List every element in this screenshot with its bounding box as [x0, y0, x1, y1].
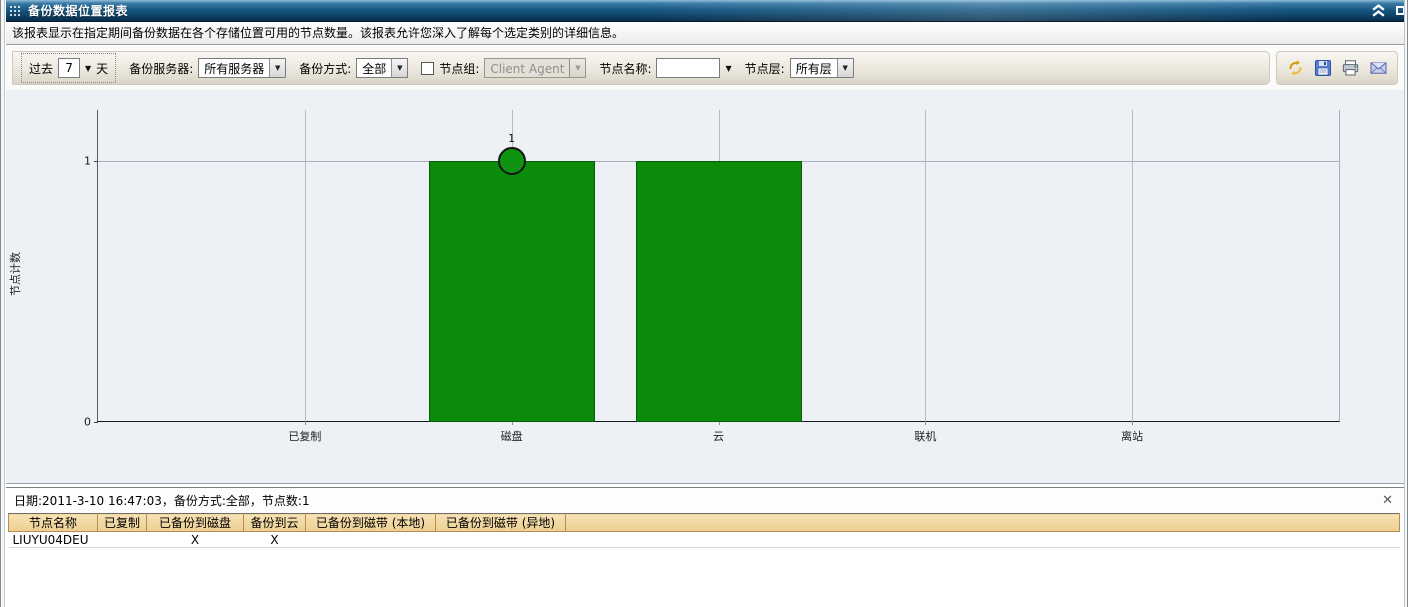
backup-method-label: 备份方式:	[299, 61, 352, 76]
days-label: 天	[96, 61, 109, 76]
toolbar-action-icons	[1276, 51, 1398, 85]
backup-server-label: 备份服务器:	[129, 61, 194, 76]
past-days-group: 过去 7 ▼ 天	[21, 53, 117, 83]
chart-bar[interactable]	[635, 161, 802, 422]
backup-server-value: 所有服务器	[204, 62, 265, 76]
category-gridline	[1132, 110, 1134, 421]
node-tier-group: 节点层: 所有层 ▼	[745, 58, 854, 78]
category-gridline	[925, 110, 927, 421]
y-axis-tick	[94, 161, 98, 162]
collapse-panel-icon[interactable]	[1371, 4, 1386, 17]
chevron-down-icon[interactable]: ▼	[85, 63, 92, 73]
backup-method-group: 备份方式: 全部 ▼	[299, 58, 409, 78]
node-tier-value: 所有层	[795, 62, 832, 76]
x-axis-category-label[interactable]: 离站	[1121, 430, 1144, 443]
drag-grip-icon[interactable]	[9, 5, 20, 16]
past-label: 过去	[29, 61, 54, 76]
y-axis-tick-label: 0	[84, 415, 91, 429]
y-axis-tick-label: 1	[84, 154, 91, 168]
x-axis-tick	[511, 421, 513, 425]
x-axis-category-label[interactable]: 云	[713, 430, 724, 443]
x-axis-tick	[1132, 421, 1134, 425]
table-cell	[97, 531, 147, 548]
detail-panel: 日期:2011-3-10 16:47:03，备份方式:全部，节点数:1 ✕ 节点…	[6, 487, 1404, 607]
close-icon[interactable]: ✕	[1382, 493, 1393, 508]
past-days-value[interactable]: 7	[58, 58, 81, 78]
window-titlebar: 备份数据位置报表	[1, 0, 1407, 22]
detail-table-body: LIUYU04DEU X X	[8, 531, 1400, 548]
y-axis-label: 节点计数	[9, 252, 22, 296]
node-name-label: 节点名称:	[599, 61, 652, 76]
toolbar-row: 过去 7 ▼ 天 备份服务器: 所有服务器 ▼ 备份方式: 全部 ▼	[6, 46, 1404, 90]
window-title: 备份数据位置报表	[28, 4, 129, 18]
save-icon[interactable]	[1314, 59, 1332, 77]
column-header[interactable]: 备份到云	[243, 513, 306, 532]
backup-server-group: 备份服务器: 所有服务器 ▼	[129, 58, 287, 78]
detail-table: 节点名称 已复制 已备份到磁盘 备份到云 已备份到磁带 (本地) 已备份到磁带 (异地) …	[8, 513, 1400, 548]
chevron-down-icon[interactable]: ▼	[725, 63, 732, 73]
table-cell	[305, 531, 436, 548]
plot-area: 已复制 磁盘 云 联机 离站 0 1 1	[84, 110, 1340, 443]
x-axis-tick	[925, 421, 927, 425]
selected-point-marker[interactable]	[497, 147, 526, 175]
node-tier-label: 节点层:	[744, 61, 785, 76]
x-axis-category-label[interactable]: 已复制	[288, 430, 322, 443]
report-description: 该报表显示在指定期间备份数据在各个存储位置可用的节点数量。该报表允许您深入了解每…	[6, 22, 1404, 45]
node-group-checkbox[interactable]	[421, 61, 435, 75]
node-name-input[interactable]	[656, 58, 721, 78]
table-cell: X	[146, 531, 244, 548]
node-name-group: 节点名称: ▼	[599, 58, 732, 78]
chevron-down-icon[interactable]: ▼	[269, 59, 286, 77]
chart-area: 节点计数 已复制 磁盘 云 联机 离站 0 1 1	[6, 90, 1404, 484]
node-group-group: 节点组: Client Agent ▼	[421, 58, 587, 78]
node-group-label: 节点组:	[439, 61, 480, 76]
node-group-select: Client Agent ▼	[484, 58, 587, 78]
node-tier-select[interactable]: 所有层 ▼	[789, 58, 854, 78]
refresh-icon[interactable]	[1286, 59, 1305, 77]
y-axis-tick	[94, 422, 98, 423]
chevron-down-icon[interactable]: ▼	[836, 59, 853, 77]
column-header-filler	[565, 513, 1400, 532]
x-axis-category-label[interactable]: 磁盘	[500, 430, 523, 443]
table-row[interactable]: LIUYU04DEU X X	[8, 531, 1400, 548]
chart-bar[interactable]	[428, 161, 595, 422]
detail-panel-header: 日期:2011-3-10 16:47:03，备份方式:全部，节点数:1 ✕	[6, 488, 1404, 513]
x-axis-tick	[304, 421, 306, 425]
window-left-border	[0, 0, 6, 607]
x-axis-category-label[interactable]: 联机	[914, 430, 937, 443]
table-cell: X	[243, 531, 306, 548]
window-right-border	[1404, 0, 1408, 607]
category-gridline	[304, 110, 306, 421]
chevron-down-icon[interactable]: ▼	[391, 59, 408, 77]
table-cell	[565, 531, 1400, 548]
backup-server-select[interactable]: 所有服务器 ▼	[198, 58, 287, 78]
node-group-value: Client Agent	[490, 62, 565, 76]
backup-method-value: 全部	[362, 62, 387, 76]
column-header[interactable]: 已备份到磁带 (异地)	[435, 513, 566, 532]
backup-method-select[interactable]: 全部 ▼	[356, 58, 409, 78]
email-icon[interactable]	[1369, 59, 1388, 77]
table-cell: LIUYU04DEU	[8, 531, 98, 548]
column-header[interactable]: 已备份到磁盘	[146, 513, 244, 532]
column-header[interactable]: 已备份到磁带 (本地)	[305, 513, 436, 532]
chevron-down-icon: ▼	[569, 59, 586, 77]
print-icon[interactable]	[1341, 59, 1360, 77]
column-header[interactable]: 已复制	[97, 513, 147, 532]
column-header[interactable]: 节点名称	[8, 513, 98, 532]
detail-table-head-row: 节点名称 已复制 已备份到磁盘 备份到云 已备份到磁带 (本地) 已备份到磁带 (异地)	[8, 513, 1400, 532]
data-point-label: 1	[508, 132, 516, 145]
filter-toolbar: 过去 7 ▼ 天 备份服务器: 所有服务器 ▼ 备份方式: 全部 ▼	[12, 51, 1270, 85]
x-axis-tick	[718, 421, 720, 425]
table-cell	[435, 531, 566, 548]
detail-header-text: 日期:2011-3-10 16:47:03，备份方式:全部，节点数:1	[14, 494, 310, 508]
